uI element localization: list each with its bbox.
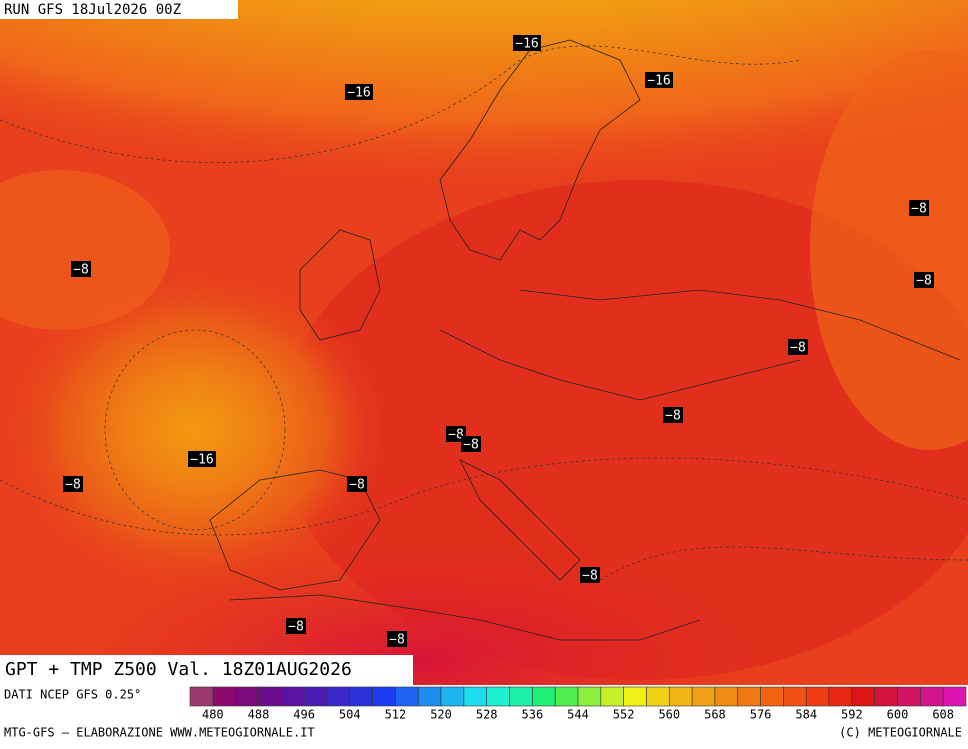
contour-label: −8 [73, 263, 89, 278]
contour-label: −8 [65, 478, 81, 493]
contour-label-box [788, 339, 808, 355]
colorbar-tick-label: 528 [476, 708, 498, 722]
low-region [5, 270, 385, 590]
coastlines [209, 39, 961, 641]
source-label: DATI NCEP GFS 0.25° [4, 688, 141, 702]
color-swatch [874, 686, 898, 707]
color-swatch [417, 686, 442, 707]
color-swatch [303, 686, 328, 707]
color-swatch [509, 686, 533, 707]
contour-label-box [580, 567, 600, 583]
header-box [0, 0, 238, 19]
color-swatch [942, 686, 967, 707]
colorbar-tick-label: 512 [385, 708, 407, 722]
color-swatch [577, 686, 602, 707]
contour-label-box [71, 261, 91, 277]
contour-label: −8 [349, 478, 365, 493]
contour-label-box [345, 84, 373, 100]
run-label: RUN GFS 18Jul2026 00Z [4, 2, 181, 18]
color-swatch [646, 686, 670, 707]
contour-label: −8 [911, 202, 927, 217]
color-swatch [440, 686, 465, 707]
color-swatch [189, 686, 214, 707]
color-swatch [326, 686, 351, 707]
colorbar-tick-label: 560 [658, 708, 680, 722]
color-swatch [623, 686, 647, 707]
color-swatch [897, 686, 921, 707]
colorbar-tick-label: 544 [567, 708, 589, 722]
contour-label: −8 [448, 428, 464, 443]
cold-region [0, 0, 968, 230]
color-swatch [235, 686, 259, 707]
colorbar-tick-label: 552 [613, 708, 635, 722]
contour-label: −8 [665, 409, 681, 424]
map-title: GPT + TMP Z500 Val. 18Z01AUG2026 [5, 659, 352, 680]
footer-left: MTG-GFS — ELABORAZIONE WWW.METEOGIORNALE… [4, 726, 315, 740]
colorbar-tick-label: 568 [704, 708, 726, 722]
contour-label-box [286, 618, 306, 634]
contour-label-box [461, 436, 481, 452]
color-swatch [691, 686, 716, 707]
color-swatch [258, 686, 282, 707]
colorbar-tick-label: 576 [750, 708, 772, 722]
color-swatch [828, 686, 853, 707]
color-swatch [463, 686, 488, 707]
contour-label-box [645, 72, 673, 88]
atlantic-region [0, 170, 170, 330]
contour-label: −8 [916, 274, 932, 289]
contour-label-box [663, 407, 683, 423]
contour-labels: −16−16−16−16−8−8−8−8−8−8−8−8 −8−8−8−8 [63, 35, 934, 648]
contour-label-box [387, 631, 407, 647]
color-swatch [554, 686, 579, 707]
color-swatch [532, 686, 556, 707]
contour-label: −8 [463, 438, 479, 453]
contour-label-box [914, 272, 934, 288]
title-box [0, 655, 413, 685]
colorbar-tick-label: 488 [248, 708, 270, 722]
color-swatch [760, 686, 784, 707]
contour-label: −8 [582, 569, 598, 584]
colorbar-tick-label: 584 [795, 708, 817, 722]
color-swatch [280, 686, 305, 707]
colorbar-tick-label: 608 [932, 708, 954, 722]
contour-label-box [188, 451, 216, 467]
contour-label-box [63, 476, 83, 492]
contour-label: −16 [647, 74, 670, 89]
colorbar-tick-label: 520 [430, 708, 452, 722]
colorbar-tick-label: 536 [522, 708, 544, 722]
color-swatch [737, 686, 761, 707]
color-swatch [714, 686, 739, 707]
isotherms [0, 45, 968, 581]
color-swatch [395, 686, 419, 707]
colorbar-tick-label: 480 [202, 708, 224, 722]
contour-label-box [347, 476, 367, 492]
colorbar-tick-label: 504 [339, 708, 361, 722]
contour-label: −16 [190, 453, 213, 468]
contour-label: −16 [515, 37, 538, 52]
east-region [810, 50, 968, 450]
colorbar-tick-label: 592 [841, 708, 863, 722]
color-swatch [805, 686, 830, 707]
color-swatch [600, 686, 624, 707]
colorbar-tick-label: 600 [887, 708, 909, 722]
contour-label: −8 [389, 633, 405, 648]
colorbar: 480 488 496 504 512 520 528 536 544 552 560 568 576 5… [189, 686, 967, 722]
color-swatch [212, 686, 236, 707]
color-swatch [851, 686, 876, 707]
color-swatch [668, 686, 693, 707]
contour-label: −16 [347, 86, 370, 101]
contour-label: −8 [288, 620, 304, 635]
footer-right: (C) METEOGIORNALE [839, 726, 962, 740]
color-swatch [920, 686, 944, 707]
contour-label: −8 [790, 341, 806, 356]
color-swatch [372, 686, 396, 707]
contour-label-box [909, 200, 929, 216]
color-swatch [349, 686, 373, 707]
contour-label-box [513, 35, 541, 51]
color-swatch [783, 686, 807, 707]
colorbar-tick-label: 496 [293, 708, 315, 722]
color-swatch [486, 686, 510, 707]
